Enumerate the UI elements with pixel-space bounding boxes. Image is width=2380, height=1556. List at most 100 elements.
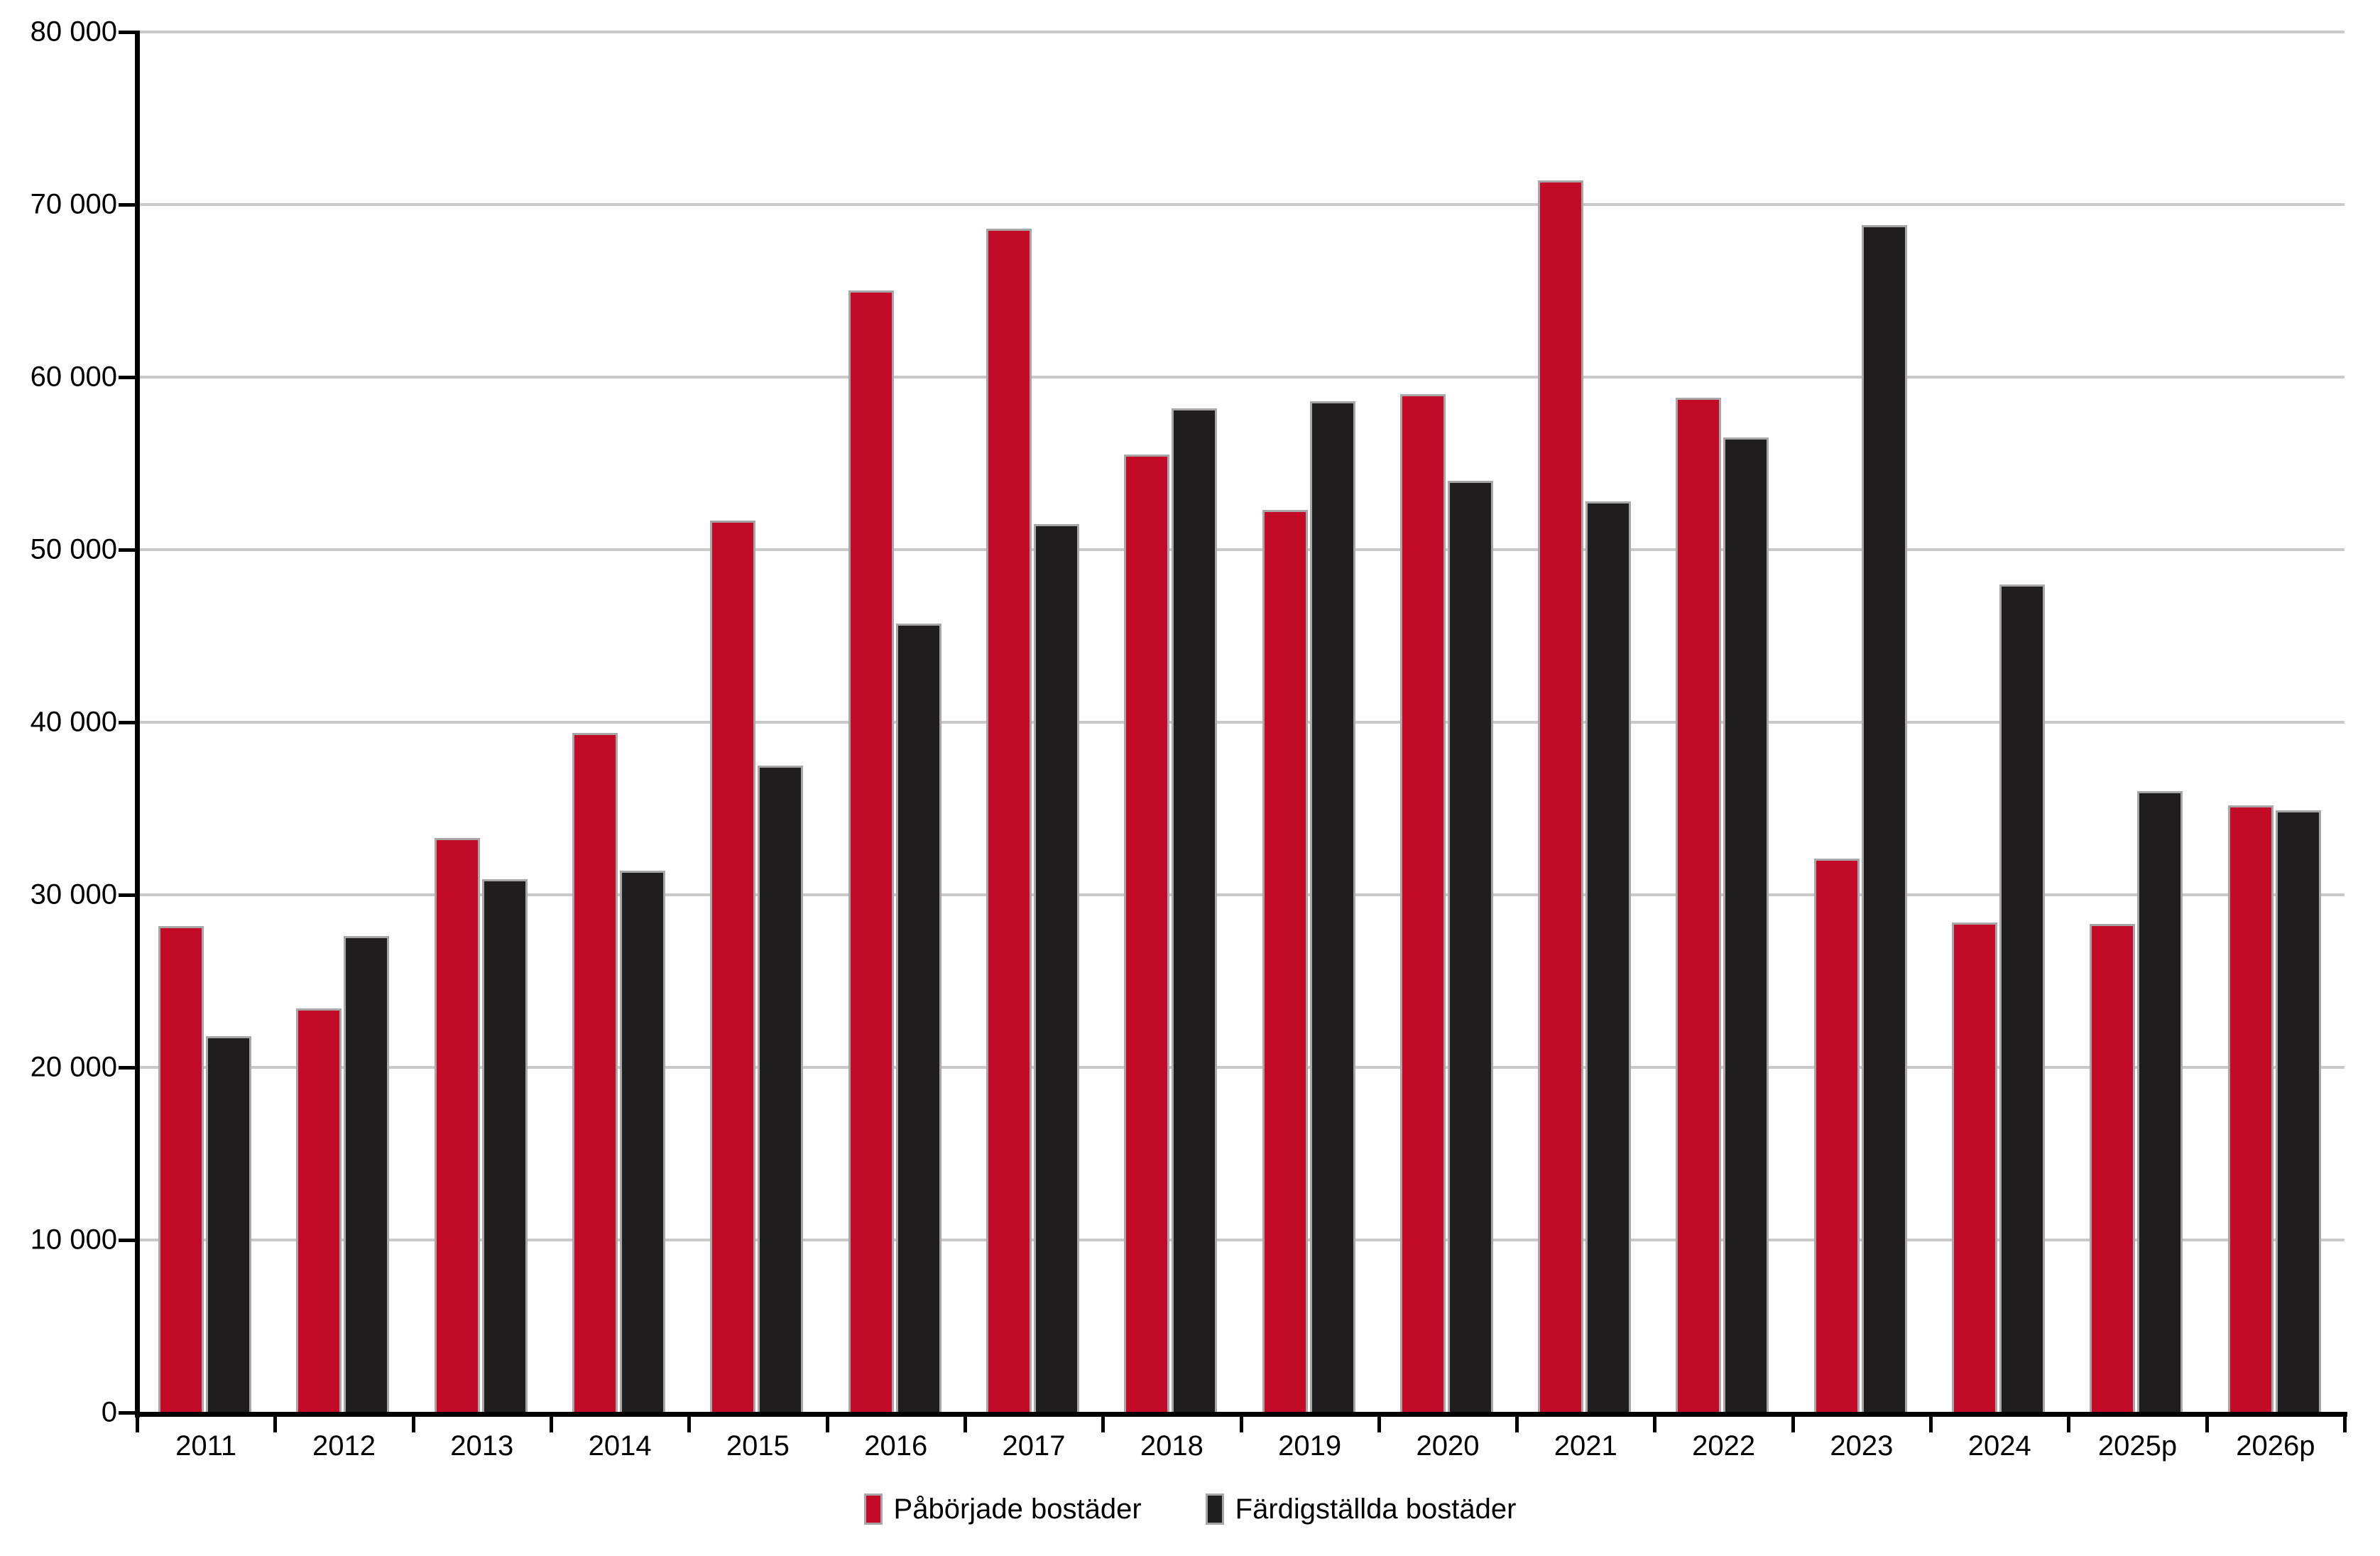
bar-paborjade-2020 — [1400, 394, 1446, 1413]
y-gridline-10000 — [137, 1239, 2344, 1241]
y-gridline-30000 — [137, 893, 2344, 896]
bar-paborjade-2012 — [296, 1008, 342, 1413]
x-axis-label-2016: 2016 — [864, 1430, 928, 1462]
x-axis-tick — [550, 1413, 553, 1432]
x-axis-label-2020: 2020 — [1416, 1430, 1480, 1462]
legend-label: Färdigställda bostäder — [1235, 1493, 1517, 1525]
x-axis-tick — [273, 1413, 277, 1432]
x-axis-label-2024: 2024 — [1967, 1430, 2031, 1462]
x-axis-tick — [1929, 1413, 1933, 1432]
x-axis-label-2018: 2018 — [1140, 1430, 1203, 1462]
y-axis-tick — [119, 1411, 137, 1415]
legend: Påbörjade bostäder Färdigställda bostäder — [0, 1484, 2380, 1534]
x-axis-label-2012: 2012 — [312, 1430, 376, 1462]
x-axis-tick — [1101, 1413, 1105, 1432]
y-axis-tick-label: 40 000 — [30, 706, 117, 738]
bar-fardigstallda-2026p — [2276, 810, 2321, 1413]
x-axis-label-2014: 2014 — [588, 1430, 652, 1462]
y-axis-tick — [119, 548, 137, 552]
legend-swatch-icon — [863, 1494, 883, 1525]
bar-paborjade-2018 — [1124, 455, 1169, 1413]
y-gridline-80000 — [137, 31, 2344, 33]
x-axis-tick — [964, 1413, 967, 1432]
bar-paborjade-2021 — [1538, 180, 1583, 1413]
bar-paborjade-2014 — [572, 733, 618, 1413]
x-axis-tick — [412, 1413, 415, 1432]
bar-fardigstallda-2017 — [1034, 524, 1079, 1413]
bar-paborjade-2026p — [2228, 805, 2273, 1413]
y-axis-tick-label: 80 000 — [30, 16, 117, 48]
x-axis-tick — [1377, 1413, 1381, 1432]
bar-paborjade-2023 — [1814, 859, 1860, 1413]
y-axis-tick-label: 60 000 — [30, 361, 117, 393]
bar-fardigstallda-2023 — [1862, 225, 1907, 1413]
y-axis-tick — [119, 203, 137, 207]
y-axis-tick — [119, 31, 137, 34]
bar-fardigstallda-2025p — [2137, 791, 2183, 1413]
x-axis-tick — [2205, 1413, 2209, 1432]
legend-item-paborjade: Påbörjade bostäder — [863, 1493, 1142, 1525]
x-axis-tick — [136, 1413, 139, 1432]
x-axis-tick — [1653, 1413, 1656, 1432]
x-axis-label-2011: 2011 — [175, 1430, 237, 1462]
x-axis-label-2025p: 2025p — [2097, 1430, 2178, 1462]
y-axis-tick — [119, 893, 137, 897]
x-axis-tick — [1791, 1413, 1795, 1432]
bar-fardigstallda-2018 — [1172, 408, 1217, 1413]
bar-fardigstallda-2011 — [206, 1036, 251, 1413]
y-axis-tick-label: 70 000 — [30, 188, 117, 220]
bar-fardigstallda-2013 — [482, 879, 528, 1413]
x-axis-label-2015: 2015 — [726, 1430, 790, 1462]
y-axis — [135, 31, 140, 1418]
bar-paborjade-2024 — [1952, 923, 1997, 1413]
x-axis-tick — [2067, 1413, 2070, 1432]
x-axis-label-2026p: 2026p — [2236, 1430, 2315, 1462]
x-axis-label-2013: 2013 — [450, 1430, 514, 1462]
y-axis-tick-label: 50 000 — [30, 533, 117, 565]
y-axis-tick-label: 30 000 — [30, 878, 117, 910]
bar-paborjade-2019 — [1262, 510, 1308, 1413]
bar-paborjade-2011 — [158, 926, 204, 1413]
x-axis-label-2017: 2017 — [1002, 1430, 1066, 1462]
bar-fardigstallda-2019 — [1310, 401, 1355, 1413]
legend-label: Påbörjade bostäder — [893, 1493, 1142, 1525]
bar-fardigstallda-2014 — [620, 871, 665, 1413]
bar-fardigstallda-2015 — [758, 766, 803, 1413]
x-axis-tick — [2343, 1413, 2347, 1432]
y-axis-tick-label: 20 000 — [30, 1051, 117, 1083]
x-axis-tick — [826, 1413, 829, 1432]
x-axis-label-2023: 2023 — [1830, 1430, 1894, 1462]
x-axis-label-2021: 2021 — [1554, 1430, 1617, 1462]
x-axis-label-2022: 2022 — [1692, 1430, 1756, 1462]
x-axis — [135, 1412, 2347, 1417]
bar-paborjade-2015 — [710, 521, 755, 1413]
bar-fardigstallda-2016 — [896, 624, 941, 1413]
legend-swatch-icon — [1205, 1494, 1224, 1525]
x-axis-tick — [1240, 1413, 1243, 1432]
bar-paborjade-2025p — [2090, 924, 2135, 1413]
y-gridline-40000 — [137, 721, 2344, 724]
bar-paborjade-2016 — [848, 290, 894, 1413]
legend-item-fardigstallda: Färdigställda bostäder — [1205, 1493, 1517, 1525]
bar-fardigstallda-2021 — [1585, 501, 1631, 1413]
y-axis-tick — [119, 721, 137, 724]
y-axis-tick-label: 0 — [101, 1396, 117, 1428]
y-gridline-20000 — [137, 1066, 2344, 1069]
x-axis-tick — [687, 1413, 691, 1432]
y-axis-tick — [119, 1066, 137, 1070]
y-gridline-60000 — [137, 376, 2344, 379]
bar-fardigstallda-2012 — [344, 936, 389, 1413]
bar-fardigstallda-2020 — [1448, 481, 1493, 1413]
y-axis-tick-label: 10 000 — [30, 1224, 117, 1256]
y-gridline-50000 — [137, 548, 2344, 551]
x-axis-label-2019: 2019 — [1278, 1430, 1342, 1462]
y-gridline-70000 — [137, 203, 2344, 206]
bar-paborjade-2013 — [435, 838, 480, 1413]
bar-paborjade-2017 — [986, 229, 1032, 1413]
bar-fardigstallda-2024 — [1999, 584, 2045, 1413]
bar-paborjade-2022 — [1676, 398, 1721, 1413]
bar-fardigstallda-2022 — [1723, 437, 1769, 1413]
x-axis-tick — [1515, 1413, 1519, 1432]
